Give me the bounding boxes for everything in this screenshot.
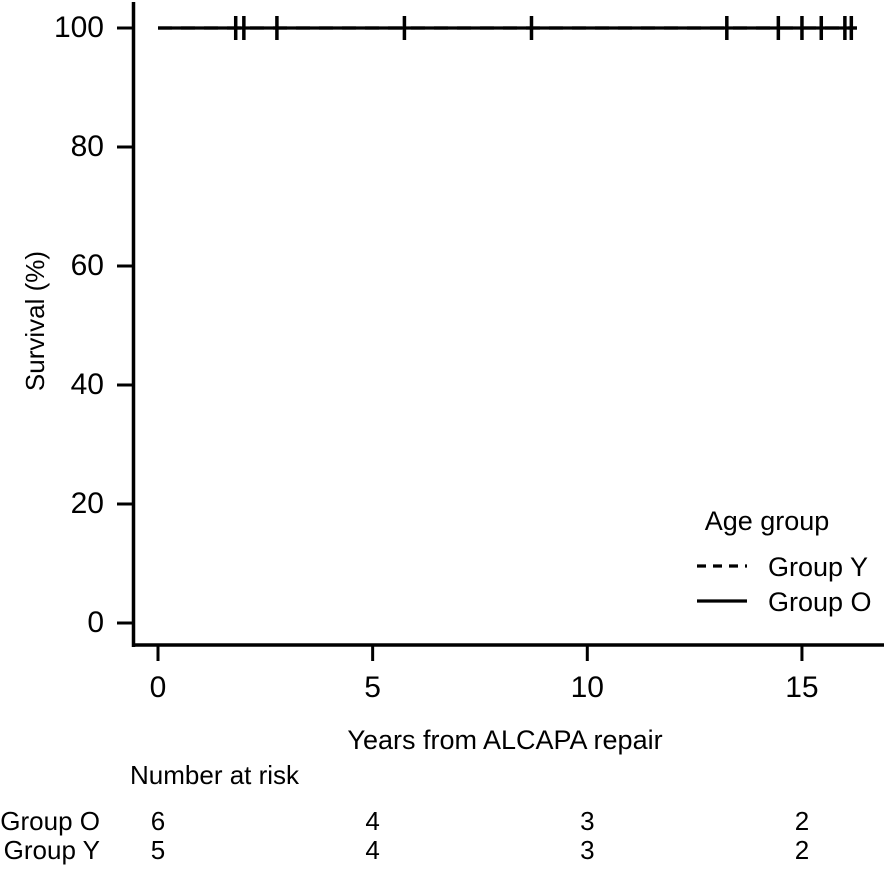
x-axis-title: Years from ALCAPA repair (347, 725, 663, 755)
risk-row-group-y-label: Group Y (3, 835, 100, 865)
x-tick-label: 10 (570, 671, 604, 704)
x-tick-label: 15 (785, 671, 819, 704)
risk-count: 2 (794, 806, 810, 836)
y-axis-title: Survival (%) (20, 250, 50, 392)
risk-count: 3 (580, 835, 595, 865)
legend-title: Age group (704, 506, 830, 536)
risk-row-group-o-label: Group O (0, 806, 100, 836)
legend-entry-group-y-label: Group Y (768, 552, 869, 582)
risk-count: 5 (150, 835, 166, 865)
y-tick-label: 80 (70, 130, 104, 163)
y-tick-label: 40 (70, 368, 104, 401)
y-tick-label: 20 (70, 487, 104, 520)
legend-entry-group-o-label: Group O (768, 587, 872, 617)
x-tick-label: 5 (364, 671, 381, 704)
y-tick-label: 0 (87, 606, 104, 639)
risk-count: 3 (580, 806, 595, 836)
risk-count: 2 (794, 835, 810, 865)
risk-count: 6 (150, 806, 166, 836)
y-tick-label: 100 (53, 11, 104, 44)
y-tick-label: 60 (70, 249, 104, 282)
risk-count: 4 (365, 806, 380, 836)
risk-count: 4 (365, 835, 380, 865)
x-tick-label: 0 (149, 671, 167, 704)
risk-table-header: Number at risk (130, 760, 300, 790)
